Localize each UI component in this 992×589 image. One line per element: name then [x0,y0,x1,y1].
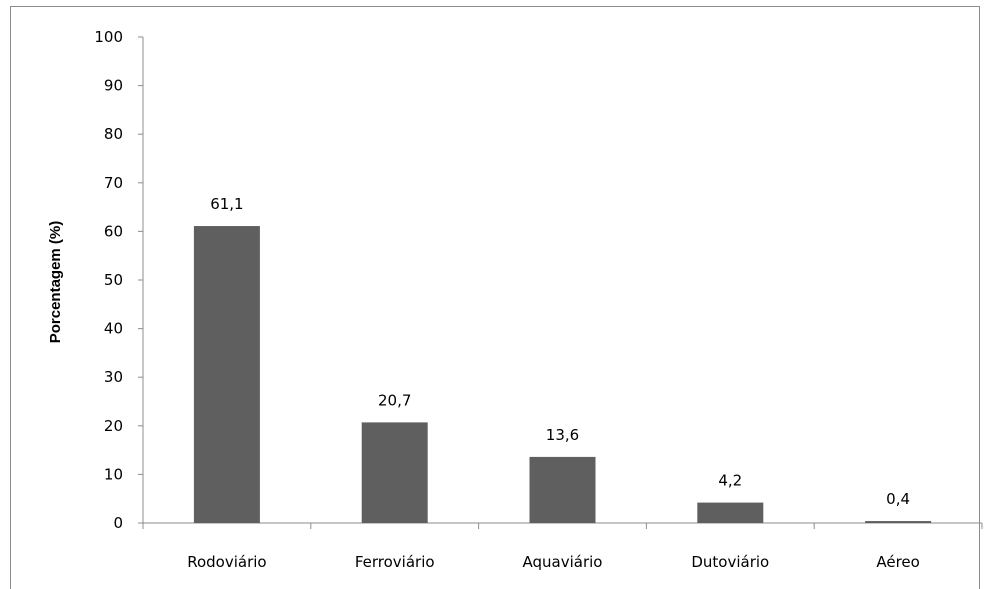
y-axis-title: Porcentagem (%) [47,221,64,344]
data-label: 61,1 [210,195,243,213]
y-tick-label: 80 [104,125,123,143]
x-category-label: Dutoviário [691,553,769,571]
y-tick-label: 60 [104,222,123,240]
bar [529,456,596,523]
x-category-label: Rodoviário [187,553,266,571]
y-tick-label: 10 [104,465,123,483]
y-tick-label: 0 [113,514,123,532]
data-label: 4,2 [718,472,742,490]
data-label: 13,6 [546,426,579,444]
x-category-label: Aéreo [876,553,919,571]
data-labels: 61,1 20,7 13,6 4,2 0,4 [210,195,910,508]
x-category-label: Aquaviário [523,553,603,571]
bar [865,521,932,523]
x-axis: Rodoviário Ferroviário Aquaviário Dutoviári… [142,522,983,571]
y-tick-label: 20 [104,417,123,435]
bar [697,502,764,523]
y-axis: 0 10 20 30 40 50 60 70 80 90 100 [94,28,144,532]
bars [193,226,932,523]
data-label: 20,7 [378,391,411,409]
chart-frame [10,6,980,589]
y-tick-label: 30 [104,368,123,386]
y-tick-label: 40 [104,320,123,338]
bar [361,422,428,523]
y-tick-label: 70 [104,174,123,192]
y-tick-label: 100 [94,28,123,46]
y-tick-label: 50 [104,271,123,289]
y-tick-label: 90 [104,77,123,95]
bar [193,226,260,523]
x-category-label: Ferroviário [355,553,435,571]
data-label: 0,4 [886,490,910,508]
